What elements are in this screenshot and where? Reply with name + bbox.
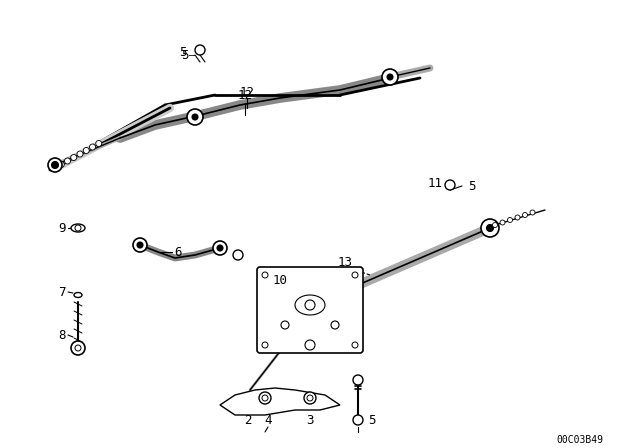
Ellipse shape: [295, 295, 325, 315]
Circle shape: [382, 69, 398, 85]
Circle shape: [508, 217, 513, 223]
Circle shape: [305, 340, 315, 350]
Circle shape: [481, 219, 499, 237]
Text: 12: 12: [239, 86, 255, 99]
Circle shape: [48, 158, 62, 172]
Text: 2: 2: [244, 414, 252, 426]
Circle shape: [262, 395, 268, 401]
Circle shape: [213, 241, 227, 255]
Circle shape: [522, 212, 527, 217]
Circle shape: [281, 321, 289, 329]
Circle shape: [353, 415, 363, 425]
Circle shape: [445, 180, 455, 190]
Circle shape: [83, 147, 89, 154]
Circle shape: [304, 392, 316, 404]
Text: 11: 11: [428, 177, 442, 190]
Circle shape: [65, 158, 70, 164]
Circle shape: [262, 342, 268, 348]
Circle shape: [262, 272, 268, 278]
Circle shape: [187, 109, 203, 125]
Circle shape: [331, 321, 339, 329]
Text: 9: 9: [58, 221, 66, 234]
Circle shape: [75, 345, 81, 351]
Circle shape: [77, 151, 83, 157]
Text: 3: 3: [307, 414, 314, 426]
Text: 1: 1: [355, 414, 362, 426]
Circle shape: [137, 242, 143, 248]
Circle shape: [259, 392, 271, 404]
Circle shape: [307, 395, 313, 401]
Circle shape: [352, 272, 358, 278]
Text: 12: 12: [237, 89, 253, 102]
Ellipse shape: [71, 224, 85, 232]
Circle shape: [515, 215, 520, 220]
Circle shape: [96, 141, 102, 146]
Circle shape: [51, 161, 58, 168]
Circle shape: [75, 225, 81, 231]
Text: 6: 6: [174, 246, 182, 258]
Text: 00C03B49: 00C03B49: [557, 435, 604, 445]
Circle shape: [352, 342, 358, 348]
Circle shape: [486, 224, 493, 232]
FancyBboxPatch shape: [257, 267, 363, 353]
Ellipse shape: [74, 293, 82, 297]
Circle shape: [192, 114, 198, 120]
Circle shape: [500, 220, 505, 225]
Text: 4: 4: [264, 414, 272, 426]
Text: 13: 13: [337, 255, 353, 268]
Circle shape: [133, 238, 147, 252]
Circle shape: [233, 250, 243, 260]
Circle shape: [530, 210, 535, 215]
Circle shape: [493, 223, 497, 228]
Circle shape: [353, 375, 363, 385]
Circle shape: [195, 45, 205, 55]
Text: —: —: [189, 50, 195, 60]
Circle shape: [305, 300, 315, 310]
Text: 5: 5: [368, 414, 376, 426]
Text: 7: 7: [58, 285, 66, 298]
Circle shape: [71, 341, 85, 355]
Polygon shape: [220, 388, 340, 415]
Circle shape: [90, 144, 95, 150]
Text: 5: 5: [179, 46, 187, 59]
Circle shape: [52, 165, 58, 171]
Text: 10: 10: [273, 273, 287, 287]
Circle shape: [217, 245, 223, 251]
Circle shape: [71, 155, 77, 160]
Circle shape: [58, 161, 64, 168]
Circle shape: [387, 74, 393, 80]
Text: 5: 5: [468, 180, 476, 193]
Text: 5: 5: [181, 48, 189, 61]
Text: 8: 8: [58, 328, 66, 341]
